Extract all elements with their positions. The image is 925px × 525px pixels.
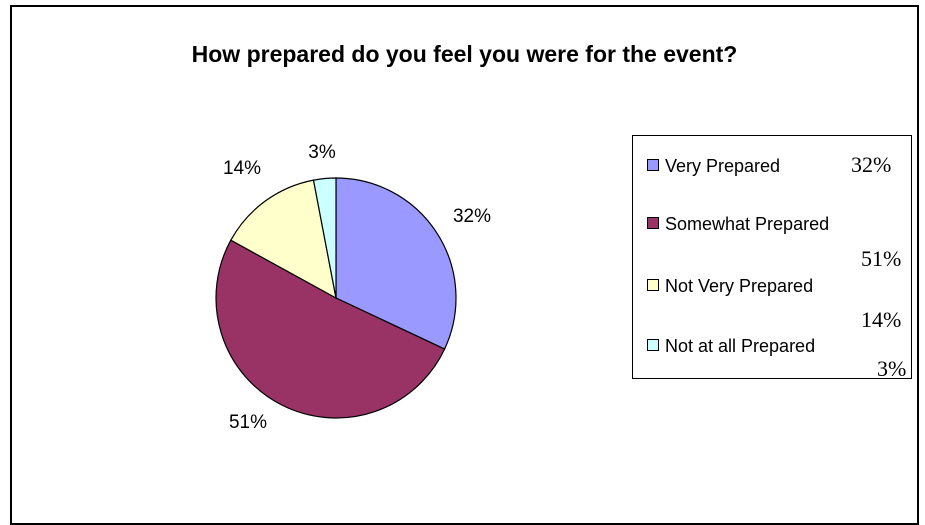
slice-label-very-prepared: 32% — [453, 206, 491, 227]
legend-swatch-not-at-all-prepared — [647, 339, 659, 351]
pie-slice-somewhat-prepared — [215, 239, 446, 419]
legend-swatch-somewhat-prepared — [647, 217, 659, 229]
legend-pct-not-very-prepared: 14% — [861, 307, 902, 332]
legend-label-not-at-all-prepared: Not at all Prepared — [665, 336, 816, 356]
slice-label-not-very-prepared: 14% — [223, 158, 261, 179]
slice-label-not-at-all-prepared: 3% — [308, 142, 336, 163]
legend-item-very-prepared: Very Prepared — [647, 156, 780, 177]
legend-item-not-very-prepared: Not Very Prepared — [647, 276, 813, 297]
pie-slice-not-very-prepared — [230, 179, 337, 300]
slice-label-somewhat-prepared: 51% — [229, 412, 267, 433]
legend-pct-very-prepared: 32% — [851, 152, 892, 177]
pie-slice-not-at-all-prepared — [312, 177, 337, 299]
legend-swatch-not-very-prepared — [647, 279, 659, 291]
legend-item-somewhat-prepared: Somewhat Prepared — [647, 214, 829, 235]
pie-slice-very-prepared — [335, 177, 457, 350]
legend-swatch-very-prepared — [647, 159, 659, 171]
legend-label-not-very-prepared: Not Very Prepared — [665, 276, 814, 296]
legend: Very Prepared 32% Somewhat Prepared 51% … — [632, 135, 912, 381]
legend-pct-somewhat-prepared: 51% — [861, 246, 902, 271]
pie-chart: 32% 51% 14% 3% — [215, 142, 491, 433]
legend-pct-not-at-all-prepared: 3% — [877, 356, 907, 381]
legend-label-very-prepared: Very Prepared — [665, 156, 781, 176]
legend-item-not-at-all-prepared: Not at all Prepared — [647, 336, 815, 357]
legend-label-somewhat-prepared: Somewhat Prepared — [665, 214, 830, 234]
chart-title: How prepared do you feel you were for th… — [191, 41, 738, 67]
